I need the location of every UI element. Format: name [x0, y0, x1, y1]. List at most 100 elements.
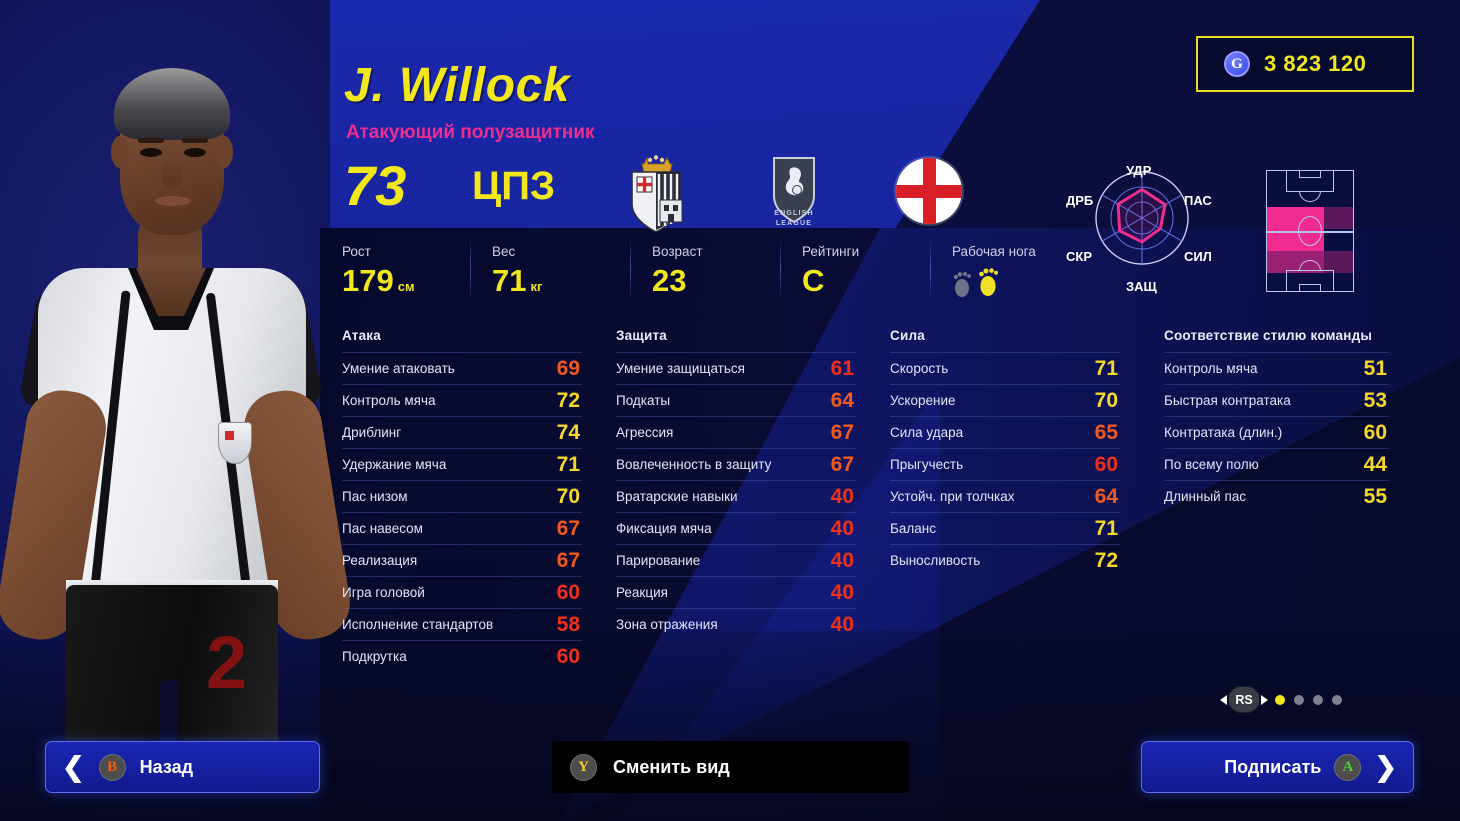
stat-value: 53: [1363, 389, 1387, 412]
stat-row[interactable]: Длинный пас 55: [1164, 480, 1389, 512]
radar-label-zasch: ЗАЩ: [1126, 279, 1157, 294]
stat-row[interactable]: Ускорение 70: [890, 384, 1120, 416]
stat-value: 64: [1094, 485, 1118, 508]
stat-value: 67: [556, 517, 580, 540]
sign-button-label: Подписать: [1224, 756, 1322, 777]
stat-row[interactable]: Вовлеченность в защиту 67: [616, 448, 856, 480]
stat-row[interactable]: Контроль мяча 72: [342, 384, 582, 416]
stat-row[interactable]: Удержание мяча 71: [342, 448, 582, 480]
player-position: ЦПЗ: [472, 164, 556, 208]
stat-label: Сила удара: [890, 425, 964, 440]
player-render-image: 2: [0, 40, 356, 800]
stat-columns: Атака Умение атаковать 69 Контроль мяча 72 Др…: [320, 328, 1460, 708]
stat-label: Пас навесом: [342, 521, 423, 536]
stat-label: Контроль мяча: [342, 393, 436, 408]
back-button[interactable]: ❮ B Назад: [45, 741, 320, 793]
stat-column-3: Соответствие стилю команды Контроль мяча 5…: [1164, 328, 1389, 512]
page-dots[interactable]: [1275, 694, 1342, 705]
stat-row[interactable]: Скорость 71: [890, 352, 1120, 384]
stat-label: Умение атаковать: [342, 361, 455, 376]
stat-row[interactable]: Умение атаковать 69: [342, 352, 582, 384]
gamepad-a-icon: A: [1334, 753, 1362, 781]
change-view-button[interactable]: Y Сменить вид: [552, 741, 909, 793]
stat-label: По всему полю: [1164, 457, 1259, 472]
stat-column-title: Соответствие стилю команды: [1164, 328, 1373, 343]
player-role: Атакующий полузащитник: [346, 122, 595, 143]
bio-value: 179 см: [342, 263, 415, 298]
club-crest-icon: [631, 155, 683, 232]
stat-row[interactable]: Быстрая контратака 53: [1164, 384, 1389, 416]
stat-row[interactable]: Исполнение стандартов 58: [342, 608, 582, 640]
page-dot[interactable]: [1294, 694, 1304, 705]
page-dot[interactable]: [1275, 694, 1285, 705]
stat-value: 72: [1094, 549, 1118, 572]
stat-label: Пас низом: [342, 489, 408, 504]
stat-row[interactable]: Баланс 71: [890, 512, 1120, 544]
stat-label: Реакция: [616, 585, 668, 600]
stat-row[interactable]: Агрессия 67: [616, 416, 856, 448]
stat-value: 44: [1363, 453, 1387, 476]
stat-label: Подкрутка: [342, 649, 407, 664]
stat-value: 74: [556, 421, 580, 444]
stat-row[interactable]: Прыгучесть 60: [890, 448, 1120, 480]
stat-row[interactable]: Пас навесом 67: [342, 512, 582, 544]
currency-amount: 3 823 120: [1264, 51, 1367, 76]
stat-value: 40: [830, 517, 854, 540]
stat-row[interactable]: Дриблинг 74: [342, 416, 582, 448]
stat-label: Контратака (длин.): [1164, 425, 1283, 440]
stat-row[interactable]: Игра головой 60: [342, 576, 582, 608]
gamepad-y-icon: Y: [570, 753, 597, 781]
stat-row[interactable]: Вратарские навыки 40: [616, 480, 856, 512]
stat-row[interactable]: Подкрутка 60: [342, 640, 582, 672]
stat-row[interactable]: Реакция 40: [616, 576, 856, 608]
stat-row[interactable]: Выносливость 72: [890, 544, 1120, 576]
stat-row[interactable]: Сила удара 65: [890, 416, 1120, 448]
page-indicator[interactable]: RS: [1220, 686, 1342, 713]
gamepad-b-icon: B: [98, 753, 126, 781]
stat-column-2: Сила Скорость 71 Ускорение 70 Сила удара 65 Пры…: [890, 328, 1120, 576]
stat-row[interactable]: Умение защищаться 61: [616, 352, 856, 384]
stat-label: Подкаты: [616, 393, 671, 408]
stat-column-title: Защита: [616, 328, 667, 343]
stat-label: Длинный пас: [1164, 489, 1247, 504]
position-heatmap-pitch: [1266, 170, 1354, 292]
stat-value: 71: [1094, 357, 1118, 380]
stat-label: Скорость: [890, 361, 949, 376]
stat-row[interactable]: Устойч. при толчках 64: [890, 480, 1120, 512]
stat-label: Фиксация мяча: [616, 521, 712, 536]
stat-value: 60: [1363, 421, 1387, 444]
stat-row[interactable]: Контроль мяча 51: [1164, 352, 1389, 384]
stat-row[interactable]: Парирование 40: [616, 544, 856, 576]
bio-label: Вес: [492, 244, 516, 259]
stat-row[interactable]: Пас низом 70: [342, 480, 582, 512]
league-name-line2: LEAGUE: [776, 220, 812, 227]
stat-value: 70: [556, 485, 580, 508]
sign-button[interactable]: Подписать A ❯: [1141, 741, 1414, 793]
stat-value: 71: [556, 453, 580, 476]
stat-row[interactable]: Подкаты 64: [616, 384, 856, 416]
radar-label-drb: ДРБ: [1066, 193, 1094, 208]
stat-label: Игра головой: [342, 585, 425, 600]
stat-column-title: Атака: [342, 328, 381, 343]
stat-row[interactable]: Контратака (длин.) 60: [1164, 416, 1389, 448]
pitch-zone: [1267, 207, 1296, 229]
stat-row[interactable]: По всему полю 44: [1164, 448, 1389, 480]
page-dot[interactable]: [1332, 694, 1342, 705]
bio-cell-2: Возраст 23: [630, 232, 780, 320]
bio-label: Рабочая нога: [952, 244, 1036, 259]
kit-crest-icon: [218, 422, 252, 464]
bio-value: 23: [652, 263, 687, 298]
stat-row[interactable]: Фиксация мяча 40: [616, 512, 856, 544]
stat-value: 64: [830, 389, 854, 412]
bio-cell-0: Рост 179 см: [320, 232, 470, 320]
stat-row[interactable]: Реализация 67: [342, 544, 582, 576]
stat-label: Исполнение стандартов: [342, 617, 494, 632]
player-bio-row: Рост 179 см Вес 71 кг Возраст 23 Рейтинги C Рабоча…: [320, 232, 1460, 320]
page-dot[interactable]: [1313, 694, 1323, 705]
right-stick-icon[interactable]: RS: [1220, 686, 1268, 713]
stat-row[interactable]: Зона отражения 40: [616, 608, 856, 640]
stat-value: 67: [556, 549, 580, 572]
radar-label-pas: ПАС: [1184, 193, 1212, 208]
stat-label: Ускорение: [890, 393, 956, 408]
